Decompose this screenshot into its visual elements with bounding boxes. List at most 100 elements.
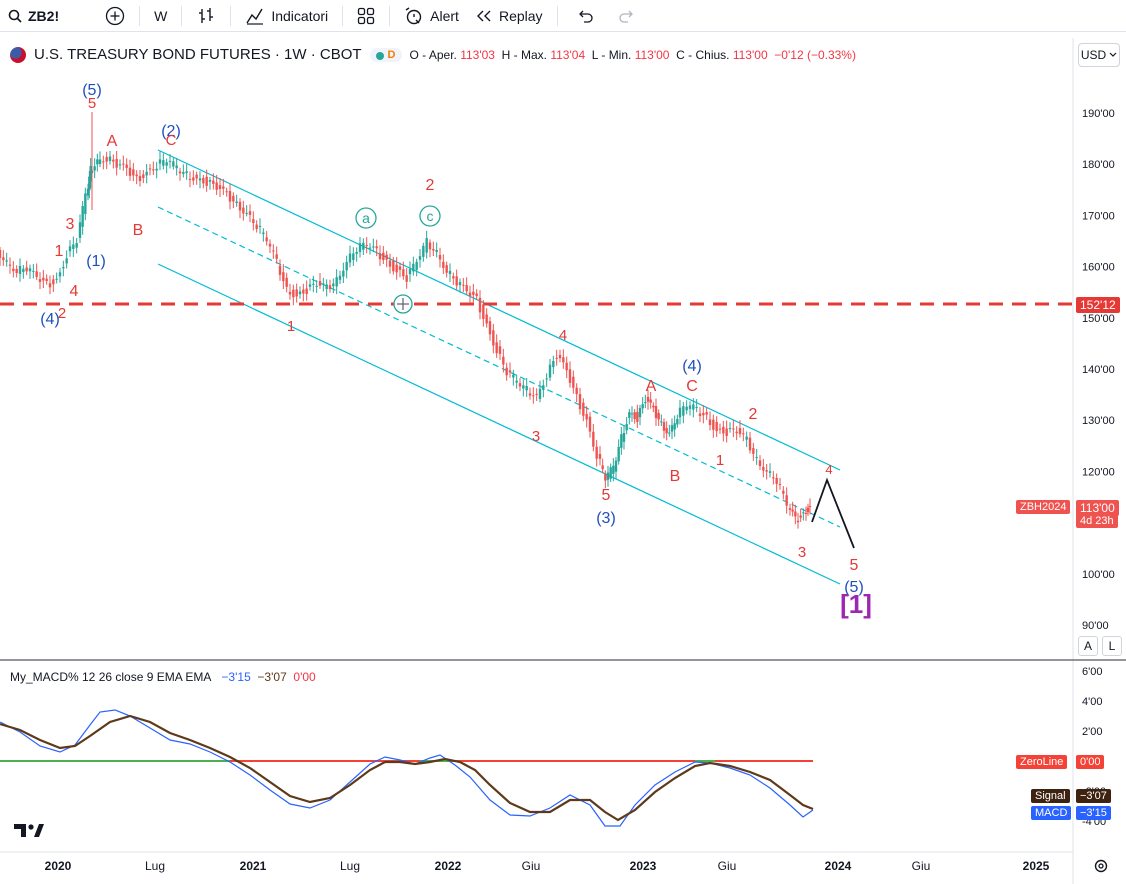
candle-body bbox=[525, 386, 528, 391]
regression-channel[interactable] bbox=[157, 149, 841, 585]
candle-body bbox=[208, 180, 212, 182]
channel-mid-line[interactable] bbox=[157, 206, 841, 528]
wave-label[interactable]: A bbox=[107, 133, 118, 150]
interval-button[interactable]: W bbox=[146, 0, 175, 32]
wave-label[interactable]: 3 bbox=[532, 428, 540, 445]
candle-body bbox=[8, 264, 12, 266]
candle-body bbox=[606, 472, 610, 480]
candle-body bbox=[475, 293, 478, 297]
bar-countdown: 4d 23h bbox=[1076, 514, 1118, 528]
candle-body bbox=[355, 251, 358, 254]
candle-body bbox=[708, 419, 712, 426]
candle-body bbox=[372, 246, 375, 248]
candle-body bbox=[112, 159, 115, 162]
wave-label[interactable]: (4) bbox=[40, 311, 60, 328]
candle-body bbox=[342, 270, 345, 277]
elliott-wave-labels[interactable]: (5) 5 A (2) C B 3 1 (1) 4 (4) 2 a c 2 1 … bbox=[40, 82, 872, 619]
candle-body bbox=[248, 211, 252, 215]
wave-label[interactable]: 4 bbox=[559, 327, 567, 344]
wave-label[interactable]: 5 bbox=[602, 487, 611, 504]
currency-select[interactable]: USD bbox=[1078, 43, 1120, 67]
wave-label[interactable]: 5 bbox=[88, 95, 96, 112]
wave-circle[interactable] bbox=[355, 207, 377, 229]
time-axis-label: Lug bbox=[145, 859, 165, 873]
candle-body bbox=[688, 405, 692, 409]
wave-label[interactable]: C bbox=[166, 132, 177, 149]
wave-label[interactable]: (5) bbox=[82, 82, 102, 99]
wave-label[interactable]: C bbox=[686, 378, 698, 395]
candle-body bbox=[308, 284, 312, 287]
auto-scale-button[interactable]: A bbox=[1078, 636, 1098, 656]
chart-type-button[interactable] bbox=[188, 0, 224, 32]
candle-body bbox=[348, 253, 352, 263]
wave-label[interactable]: 1 bbox=[287, 318, 295, 335]
candle-body bbox=[125, 164, 128, 168]
price-axis[interactable]: 190'00 180'00 170'00 160'00 150'00 140'00 130'… bbox=[1082, 108, 1115, 632]
macd-line[interactable] bbox=[0, 709, 814, 827]
tradingview-logo[interactable] bbox=[14, 824, 44, 837]
market-status[interactable]: D bbox=[369, 47, 402, 62]
candle-body bbox=[492, 330, 495, 346]
candle-body bbox=[578, 394, 582, 410]
wave-circle[interactable] bbox=[419, 205, 441, 227]
candle-body bbox=[732, 428, 735, 430]
wave-label[interactable]: a bbox=[362, 210, 370, 226]
candle-body bbox=[385, 254, 388, 260]
wave-label[interactable]: 1 bbox=[716, 452, 724, 469]
channel-upper-line[interactable] bbox=[157, 149, 841, 471]
wave-label[interactable]: 3 bbox=[66, 216, 75, 233]
wave-label[interactable]: (2) bbox=[161, 123, 181, 140]
candle-body bbox=[799, 515, 802, 518]
wave-label[interactable]: (1) bbox=[86, 253, 106, 270]
macd-axis[interactable]: 6'004'002'000'00-2'00-4'00 bbox=[1082, 666, 1106, 828]
wave-label[interactable]: 2 bbox=[426, 177, 435, 194]
wave-label[interactable]: 2 bbox=[58, 305, 66, 322]
candle-body bbox=[2, 257, 5, 261]
wave-label[interactable]: (4) bbox=[682, 358, 702, 375]
templates-button[interactable] bbox=[349, 0, 383, 32]
wave-label[interactable]: [1] bbox=[840, 589, 872, 619]
candle-body bbox=[268, 243, 272, 247]
undo-button[interactable] bbox=[564, 0, 606, 32]
candle-body bbox=[48, 283, 52, 288]
candle-body bbox=[215, 182, 218, 190]
candle-body bbox=[705, 412, 708, 415]
undo-icon bbox=[578, 10, 593, 23]
wave-label[interactable]: 5 bbox=[850, 557, 859, 574]
wave-label[interactable]: 2 bbox=[749, 406, 758, 423]
candle-body bbox=[775, 478, 778, 484]
wave-label[interactable]: (5) bbox=[844, 579, 864, 596]
candle-body bbox=[515, 380, 518, 383]
level-price-tag[interactable]: 152'12 bbox=[1076, 297, 1120, 313]
macd-legend: My_MACD% 12 26 close 9 EMA EMA −3'15 −3'… bbox=[10, 670, 316, 684]
candle-body bbox=[68, 246, 72, 252]
wave-label[interactable]: (3) bbox=[596, 510, 616, 527]
wave-label[interactable]: B bbox=[670, 468, 681, 485]
redo-button[interactable] bbox=[606, 0, 648, 32]
signal-line[interactable] bbox=[0, 714, 814, 822]
time-axis[interactable]: 2020 Lug 2021 Lug 2022 Giu 2023 Giu 2024 Giu 2025 bbox=[45, 859, 1050, 873]
indicators-button[interactable]: Indicatori bbox=[237, 0, 336, 32]
wave-label[interactable]: c bbox=[427, 208, 434, 224]
candle-body bbox=[375, 246, 378, 249]
wave-label[interactable]: 3 bbox=[798, 544, 806, 561]
crosshair-marker[interactable] bbox=[393, 294, 413, 314]
wave-label[interactable]: B bbox=[133, 222, 144, 239]
wave-label[interactable]: 1 bbox=[55, 243, 64, 260]
log-scale-button[interactable]: L bbox=[1102, 636, 1122, 656]
projection-path[interactable] bbox=[811, 477, 855, 549]
symbol-search[interactable]: ZB2! bbox=[0, 0, 67, 32]
candle-body bbox=[265, 237, 268, 242]
alert-button[interactable]: Alert bbox=[396, 0, 467, 32]
wave-label[interactable]: A bbox=[646, 378, 657, 395]
channel-lower-line[interactable] bbox=[157, 263, 841, 585]
wave-label[interactable]: 4 bbox=[70, 283, 79, 300]
macd-indicator-name[interactable]: My_MACD% 12 26 close 9 EMA EMA bbox=[10, 670, 212, 684]
compare-button[interactable] bbox=[97, 0, 133, 32]
wave-label[interactable]: 4 bbox=[825, 462, 832, 477]
candle-body bbox=[152, 169, 155, 171]
replay-button[interactable]: Replay bbox=[467, 0, 551, 32]
candle-body bbox=[617, 446, 620, 462]
settings-gear-icon[interactable] bbox=[1094, 859, 1108, 873]
